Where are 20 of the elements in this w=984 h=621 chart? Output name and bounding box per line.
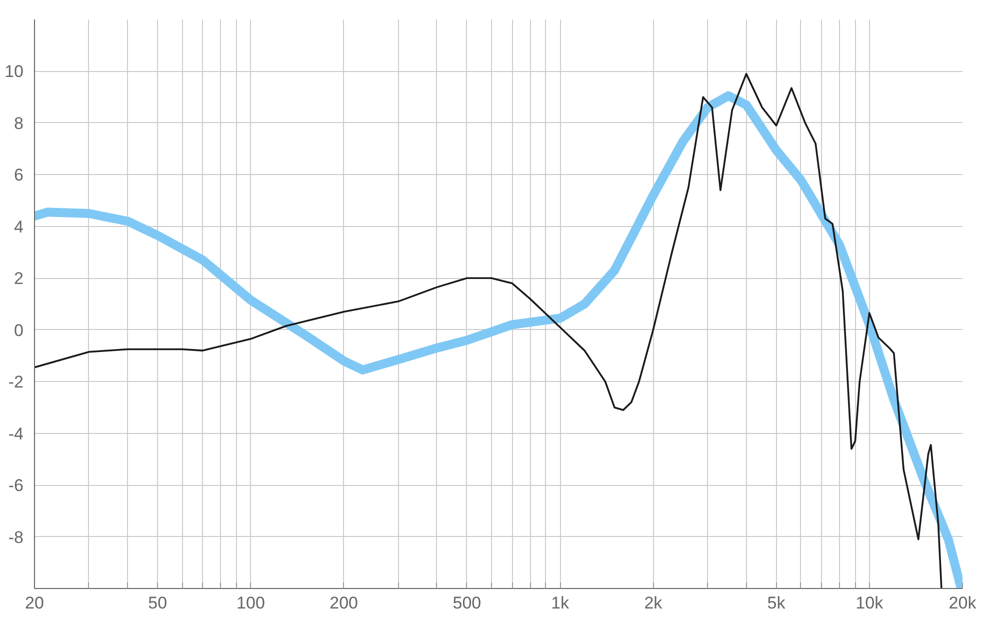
x-tick-label: 500 [452,594,482,612]
y-tick-label: 0 [14,320,24,340]
y-tick-label: -4 [8,424,24,444]
x-tick-label: 1k [551,594,570,612]
y-tick-label: 8 [14,114,24,133]
x-tick-label: 20k [948,594,977,612]
x-tick-label: 50 [148,594,168,612]
y-tick-label: -2 [8,372,24,392]
y-tick-label: -8 [8,528,24,547]
y-tick-label: 10 [4,62,24,82]
y-tick-label: -6 [8,476,24,496]
x-tick-label: 200 [330,594,358,612]
x-tick-label: 5k [767,594,786,612]
y-tick-label: 2 [14,269,24,288]
y-tick-label: 6 [14,166,24,185]
x-tick-label: 100 [236,594,265,612]
x-tick-label: 20 [25,594,44,612]
y-tick-label: 4 [14,217,24,236]
x-tick-label: 10k [856,594,884,612]
x-tick-label: 2k [644,594,663,612]
